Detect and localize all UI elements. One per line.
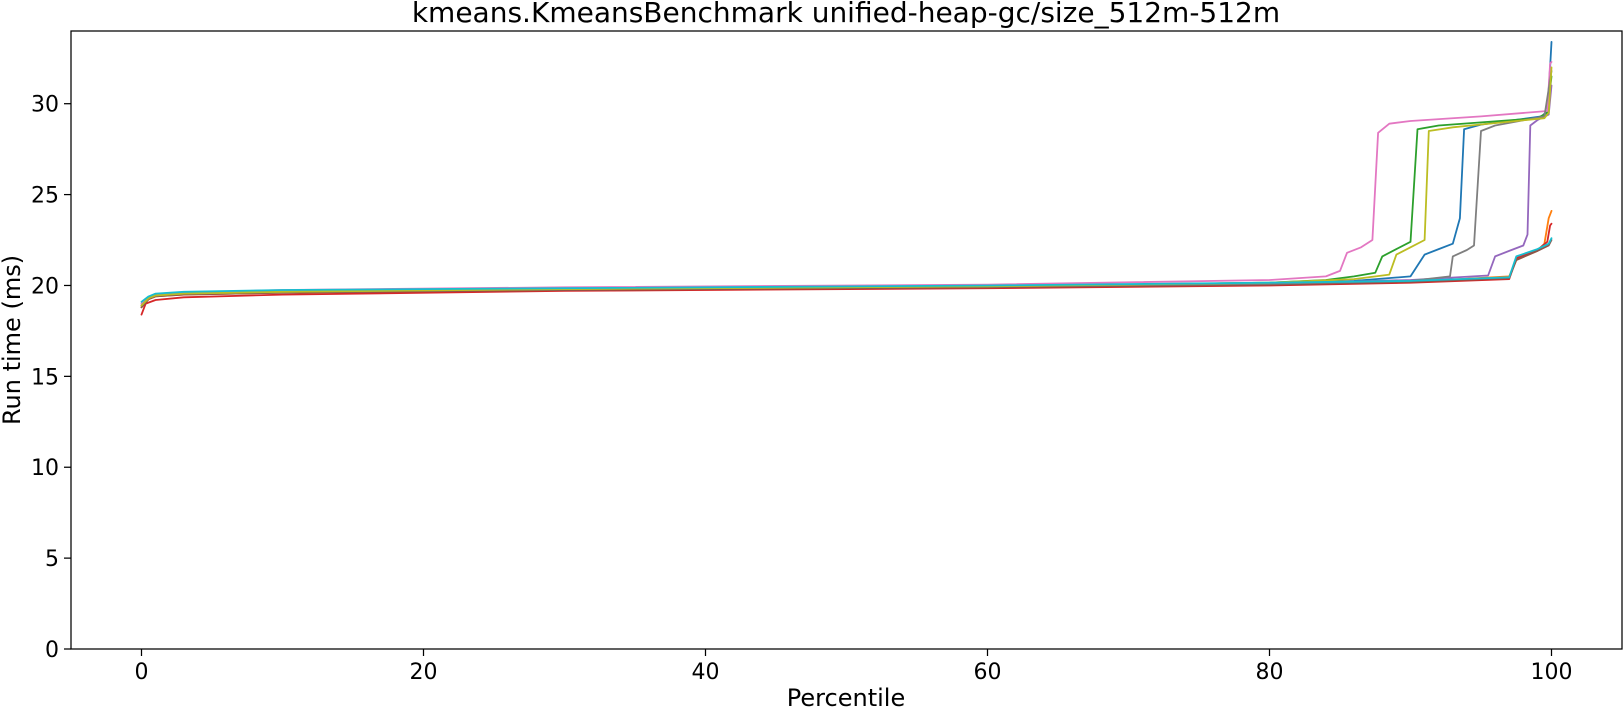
- series-line-9: [140, 66, 1553, 307]
- x-tick-label: 100: [1531, 660, 1573, 685]
- x-axis: 0 20 40 60 80 100: [135, 649, 1573, 685]
- series-line-6: [140, 239, 1553, 309]
- y-tick-label: 20: [31, 274, 59, 299]
- y-tick-label: 10: [31, 456, 59, 481]
- y-axis: 0 5 10 15 20 25 30: [31, 93, 71, 663]
- y-axis-label: Run time (ms): [0, 255, 26, 425]
- series-line-7: [140, 61, 1553, 305]
- y-tick-label: 0: [45, 638, 59, 663]
- y-tick-label: 25: [31, 184, 59, 209]
- plot-frame: [70, 30, 1623, 650]
- x-tick-label: 60: [974, 660, 1002, 685]
- x-tick-label: 80: [1256, 660, 1284, 685]
- series-line-1: [140, 41, 1553, 307]
- series-line-5: [140, 84, 1553, 307]
- y-tick-label: 30: [31, 93, 59, 118]
- y-tick-label: 15: [31, 365, 59, 390]
- x-axis-label: Percentile: [787, 684, 905, 710]
- x-tick-label: 20: [410, 660, 438, 685]
- chart-title: kmeans.KmeansBenchmark unified-heap-gc/s…: [412, 0, 1280, 29]
- x-tick-label: 40: [692, 660, 720, 685]
- plot-series-group: [140, 41, 1553, 316]
- series-line-10: [140, 237, 1553, 303]
- y-tick-label: 5: [45, 547, 59, 572]
- x-tick-label: 0: [135, 660, 149, 685]
